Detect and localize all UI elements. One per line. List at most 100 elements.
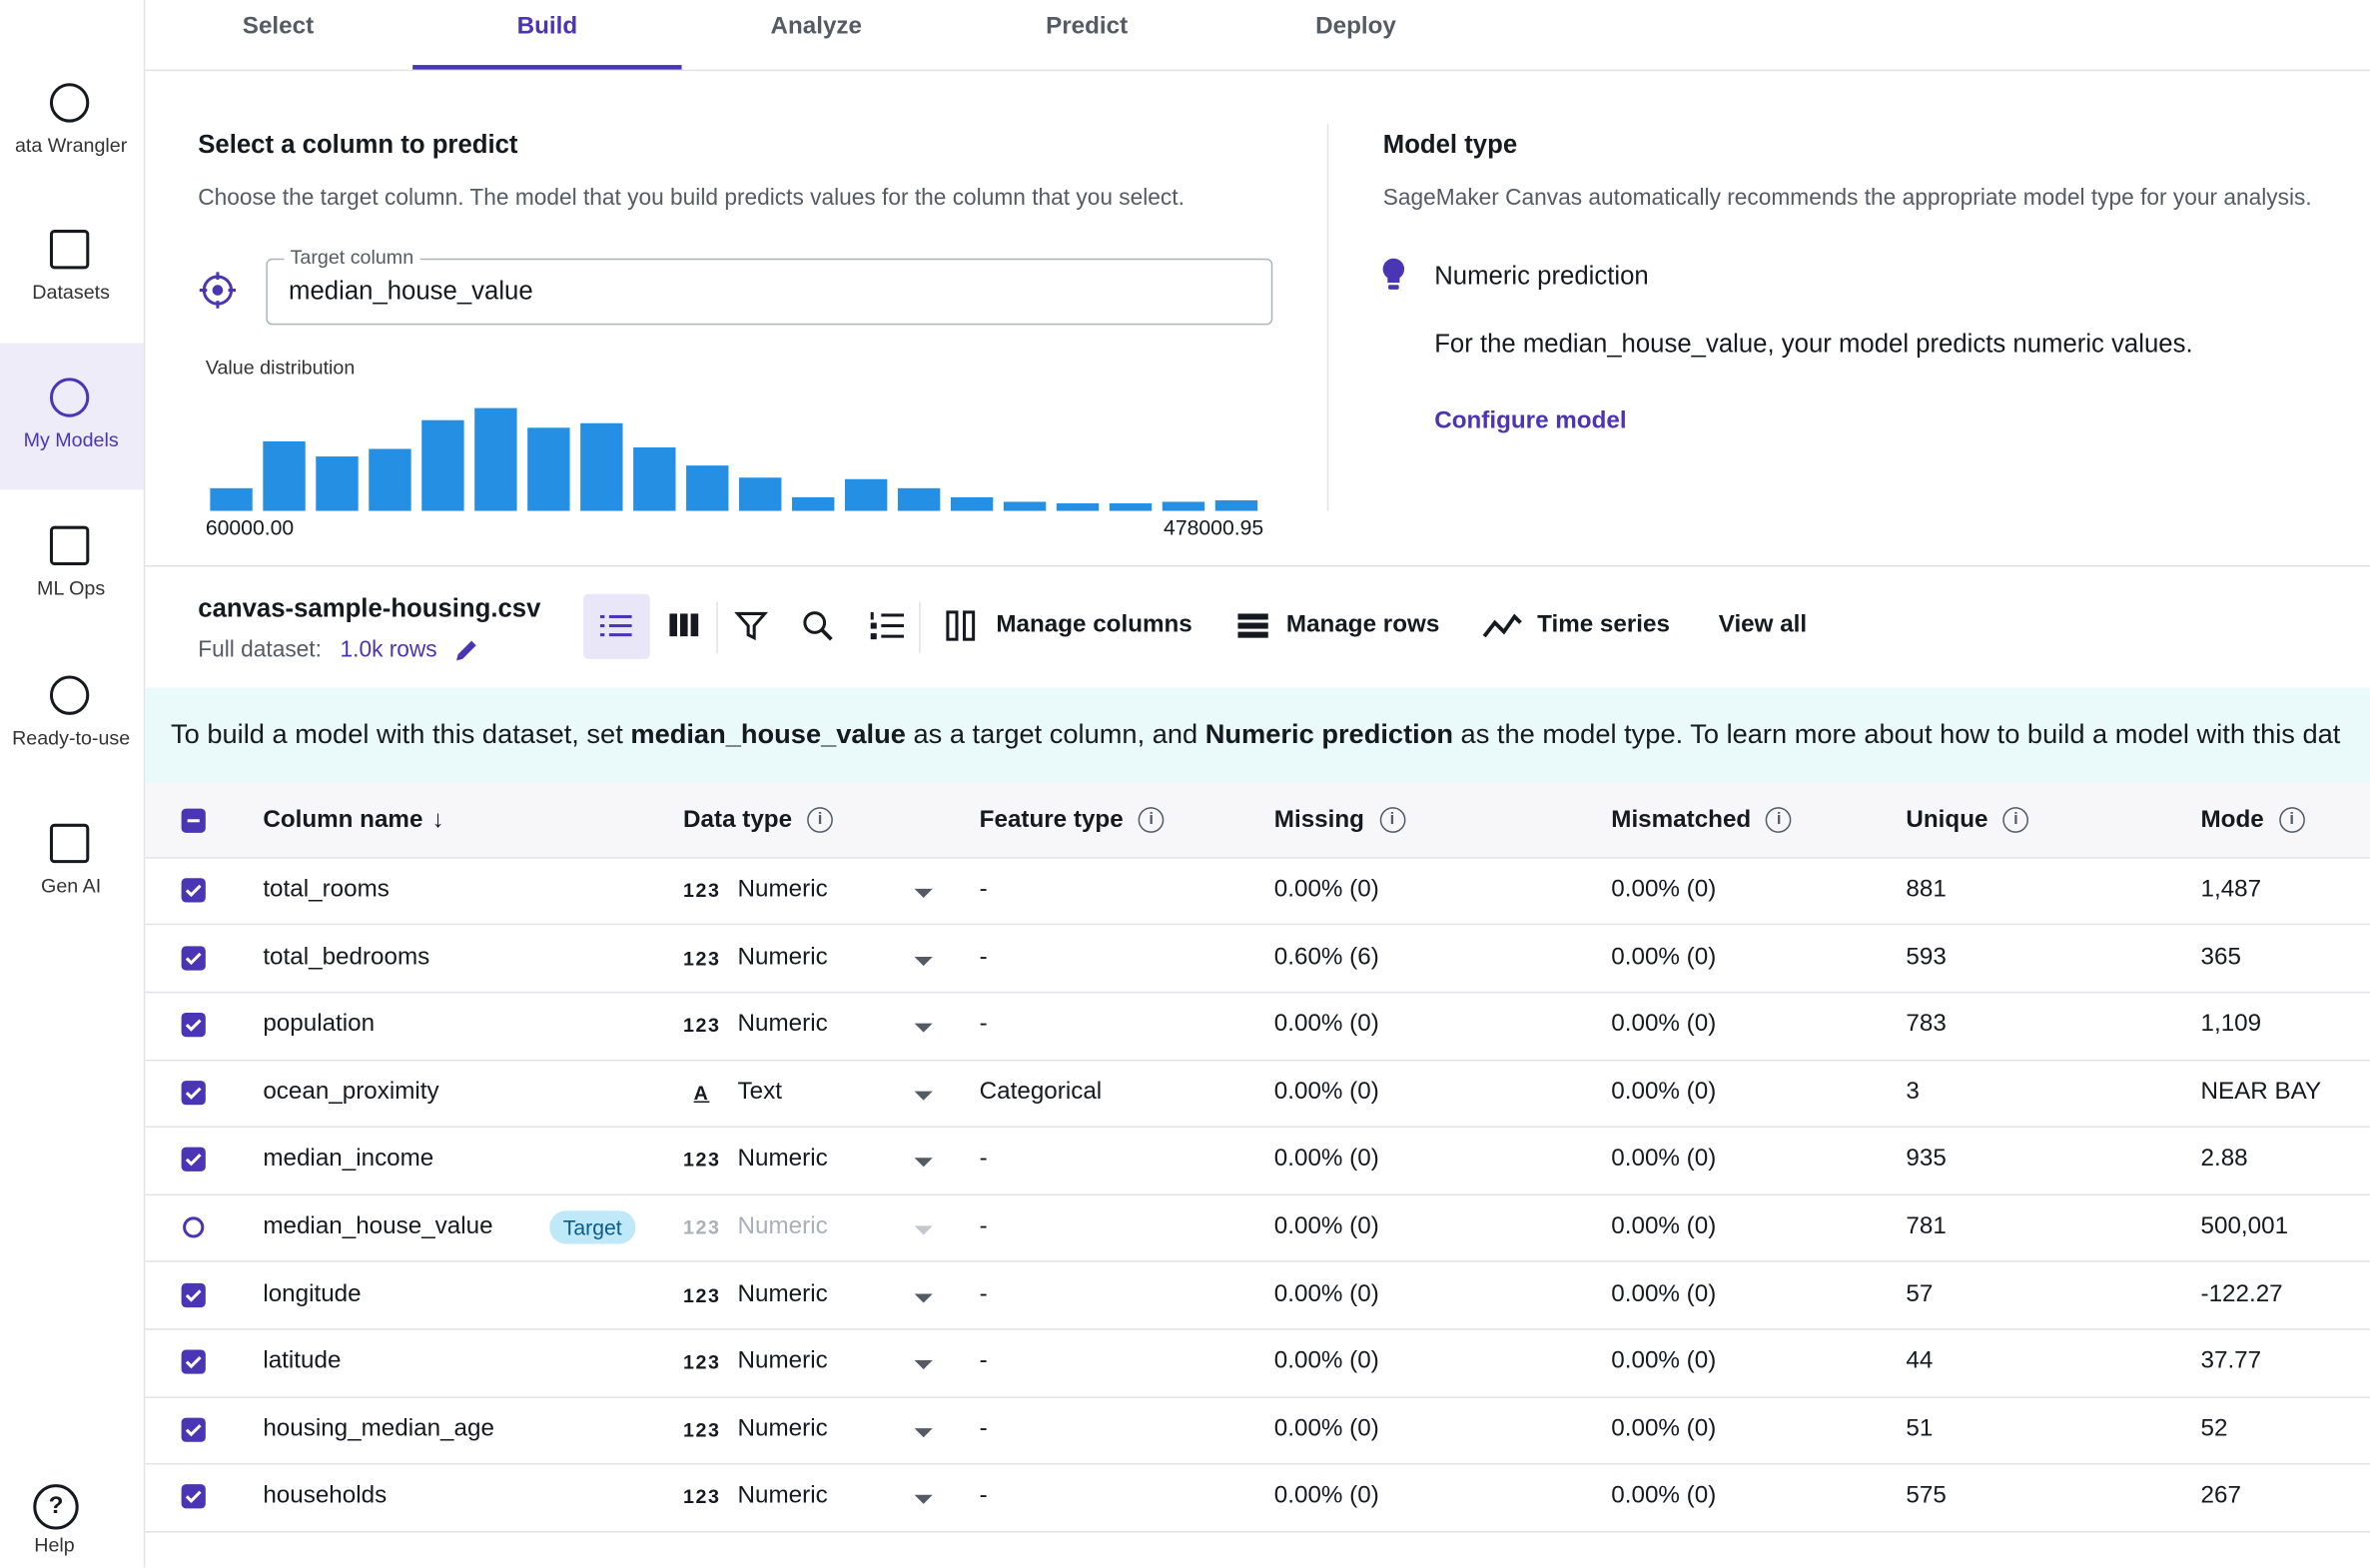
- section-border: [145, 565, 2370, 567]
- nav-label[interactable]: Gen AI: [41, 875, 101, 898]
- dropdown-caret[interactable]: [915, 1360, 933, 1369]
- row-border: [145, 992, 2370, 994]
- tab[interactable]: Deploy: [1315, 14, 1396, 41]
- row-checkbox[interactable]: [182, 1417, 206, 1441]
- row-checkbox[interactable]: [182, 1350, 206, 1374]
- info-icon[interactable]: i: [1766, 808, 1792, 834]
- nav-icon: [50, 230, 89, 269]
- dropdown-caret[interactable]: [915, 1024, 933, 1033]
- nav-label[interactable]: Ready-to-use: [12, 726, 130, 749]
- search-icon[interactable]: [801, 609, 834, 642]
- nav-label[interactable]: Help: [34, 1533, 74, 1556]
- info-icon[interactable]: i: [2279, 808, 2305, 834]
- nav-label[interactable]: Datasets: [32, 281, 110, 304]
- dropdown-caret[interactable]: [915, 956, 933, 965]
- model-option: Numeric prediction: [1434, 262, 1649, 292]
- dropdown-caret[interactable]: [915, 1293, 933, 1302]
- dropdown-caret[interactable]: [915, 1225, 933, 1234]
- type-icon: 123: [683, 1283, 720, 1306]
- column-header[interactable]: Feature type i: [980, 807, 1165, 834]
- toolbar-action[interactable]: Time series: [1537, 612, 1670, 639]
- cell: 0.00% (0): [1274, 1416, 1379, 1443]
- target-icon: [183, 1216, 204, 1237]
- tab[interactable]: Predict: [1046, 14, 1128, 41]
- row-border: [145, 1328, 2370, 1330]
- tab[interactable]: Analyze: [770, 14, 862, 41]
- cell: total_rooms: [263, 877, 390, 904]
- column-header[interactable]: Data typei: [683, 807, 833, 834]
- dropdown-caret[interactable]: [915, 1428, 933, 1437]
- row-checkbox[interactable]: [182, 878, 206, 902]
- columns-icon: [945, 609, 978, 642]
- histogram-bar: [898, 488, 940, 511]
- cell: ocean_proximity: [263, 1079, 438, 1106]
- cell: 0.60% (6): [1274, 944, 1379, 971]
- configure-link[interactable]: Configure model: [1434, 408, 1626, 435]
- cell: 0.00% (0): [1274, 1012, 1379, 1039]
- row-border: [145, 1261, 2370, 1263]
- sidebar: ata Wrangler Datasets My Models ML Ops Ready…: [0, 0, 145, 1567]
- dropdown-caret[interactable]: [915, 1495, 933, 1504]
- field-value[interactable]: median_house_value: [289, 277, 533, 307]
- sort-icon[interactable]: ↓: [432, 807, 444, 833]
- row-checkbox[interactable]: [182, 1485, 206, 1509]
- numbered-list-icon[interactable]: [869, 609, 905, 642]
- histogram-bar: [527, 427, 569, 510]
- column-header[interactable]: Uniquei: [1906, 807, 2028, 834]
- model-option-description: For the median_house_value, your model p…: [1434, 330, 2192, 360]
- tab[interactable]: Build: [517, 14, 578, 41]
- table-header: [145, 783, 2370, 857]
- dataset-label: Full dataset:: [198, 637, 322, 663]
- row-checkbox[interactable]: [182, 946, 206, 970]
- section-title: Select a column to predict: [198, 130, 517, 160]
- histogram-bar: [845, 479, 887, 511]
- row-checkbox[interactable]: [182, 1013, 206, 1037]
- toolbar-action[interactable]: View all: [1719, 612, 1807, 639]
- type-icon: 123: [683, 1014, 720, 1037]
- info-icon[interactable]: i: [1379, 808, 1405, 834]
- row-checkbox[interactable]: [182, 1148, 206, 1172]
- nav-label[interactable]: My Models: [24, 428, 119, 451]
- edit-icon[interactable]: [453, 636, 480, 663]
- info-icon[interactable]: i: [1139, 808, 1165, 834]
- column-header[interactable]: Modei: [2201, 807, 2305, 834]
- cell: 0.00% (0): [1611, 877, 1716, 904]
- cell: households: [263, 1483, 387, 1510]
- row-checkbox[interactable]: [182, 1081, 206, 1105]
- help-icon[interactable]: ?: [33, 1484, 78, 1529]
- column-header[interactable]: Mismatched i: [1611, 807, 1792, 834]
- dataset-rows[interactable]: 1.0k rows: [341, 637, 437, 663]
- dropdown-caret[interactable]: [915, 1091, 933, 1100]
- histogram-bar: [1163, 501, 1204, 510]
- cell: -: [980, 1483, 988, 1510]
- cell: 37.77: [2201, 1348, 2262, 1375]
- filter-icon[interactable]: [735, 609, 768, 642]
- column-header[interactable]: Column name↓: [263, 807, 443, 834]
- cell: 0.00% (0): [1611, 1483, 1716, 1510]
- nav-label[interactable]: ML Ops: [37, 576, 105, 599]
- header-checkbox[interactable]: [182, 809, 206, 833]
- toolbar-action[interactable]: Manage rows: [1286, 612, 1439, 639]
- banner-part: as the model type. To learn more about h…: [1453, 719, 2340, 749]
- grid-icon[interactable]: [668, 610, 701, 640]
- toolbar-action[interactable]: Manage columns: [996, 612, 1191, 639]
- header-text: Feature type: [980, 807, 1124, 833]
- cell: longitude: [263, 1281, 361, 1308]
- column-header[interactable]: Missing i: [1274, 807, 1405, 834]
- section-description: SageMaker Canvas automatically recommend…: [1383, 185, 2312, 211]
- info-icon[interactable]: i: [807, 808, 833, 834]
- info-icon[interactable]: i: [2003, 808, 2029, 834]
- banner-part: To build a model with this dataset, set: [171, 719, 630, 749]
- tab[interactable]: Select: [243, 14, 314, 41]
- nav-icon: [50, 378, 89, 416]
- histogram-bar: [421, 420, 463, 511]
- cell: 0.00% (0): [1274, 877, 1379, 904]
- type-icon: 123: [683, 1149, 720, 1172]
- header-text: Missing: [1274, 807, 1364, 833]
- header-text: Mismatched: [1611, 807, 1751, 833]
- dropdown-caret[interactable]: [915, 889, 933, 898]
- histogram-bar: [951, 497, 993, 511]
- dropdown-caret[interactable]: [915, 1159, 933, 1168]
- row-checkbox[interactable]: [182, 1282, 206, 1306]
- nav-label[interactable]: ata Wrangler: [15, 134, 127, 157]
